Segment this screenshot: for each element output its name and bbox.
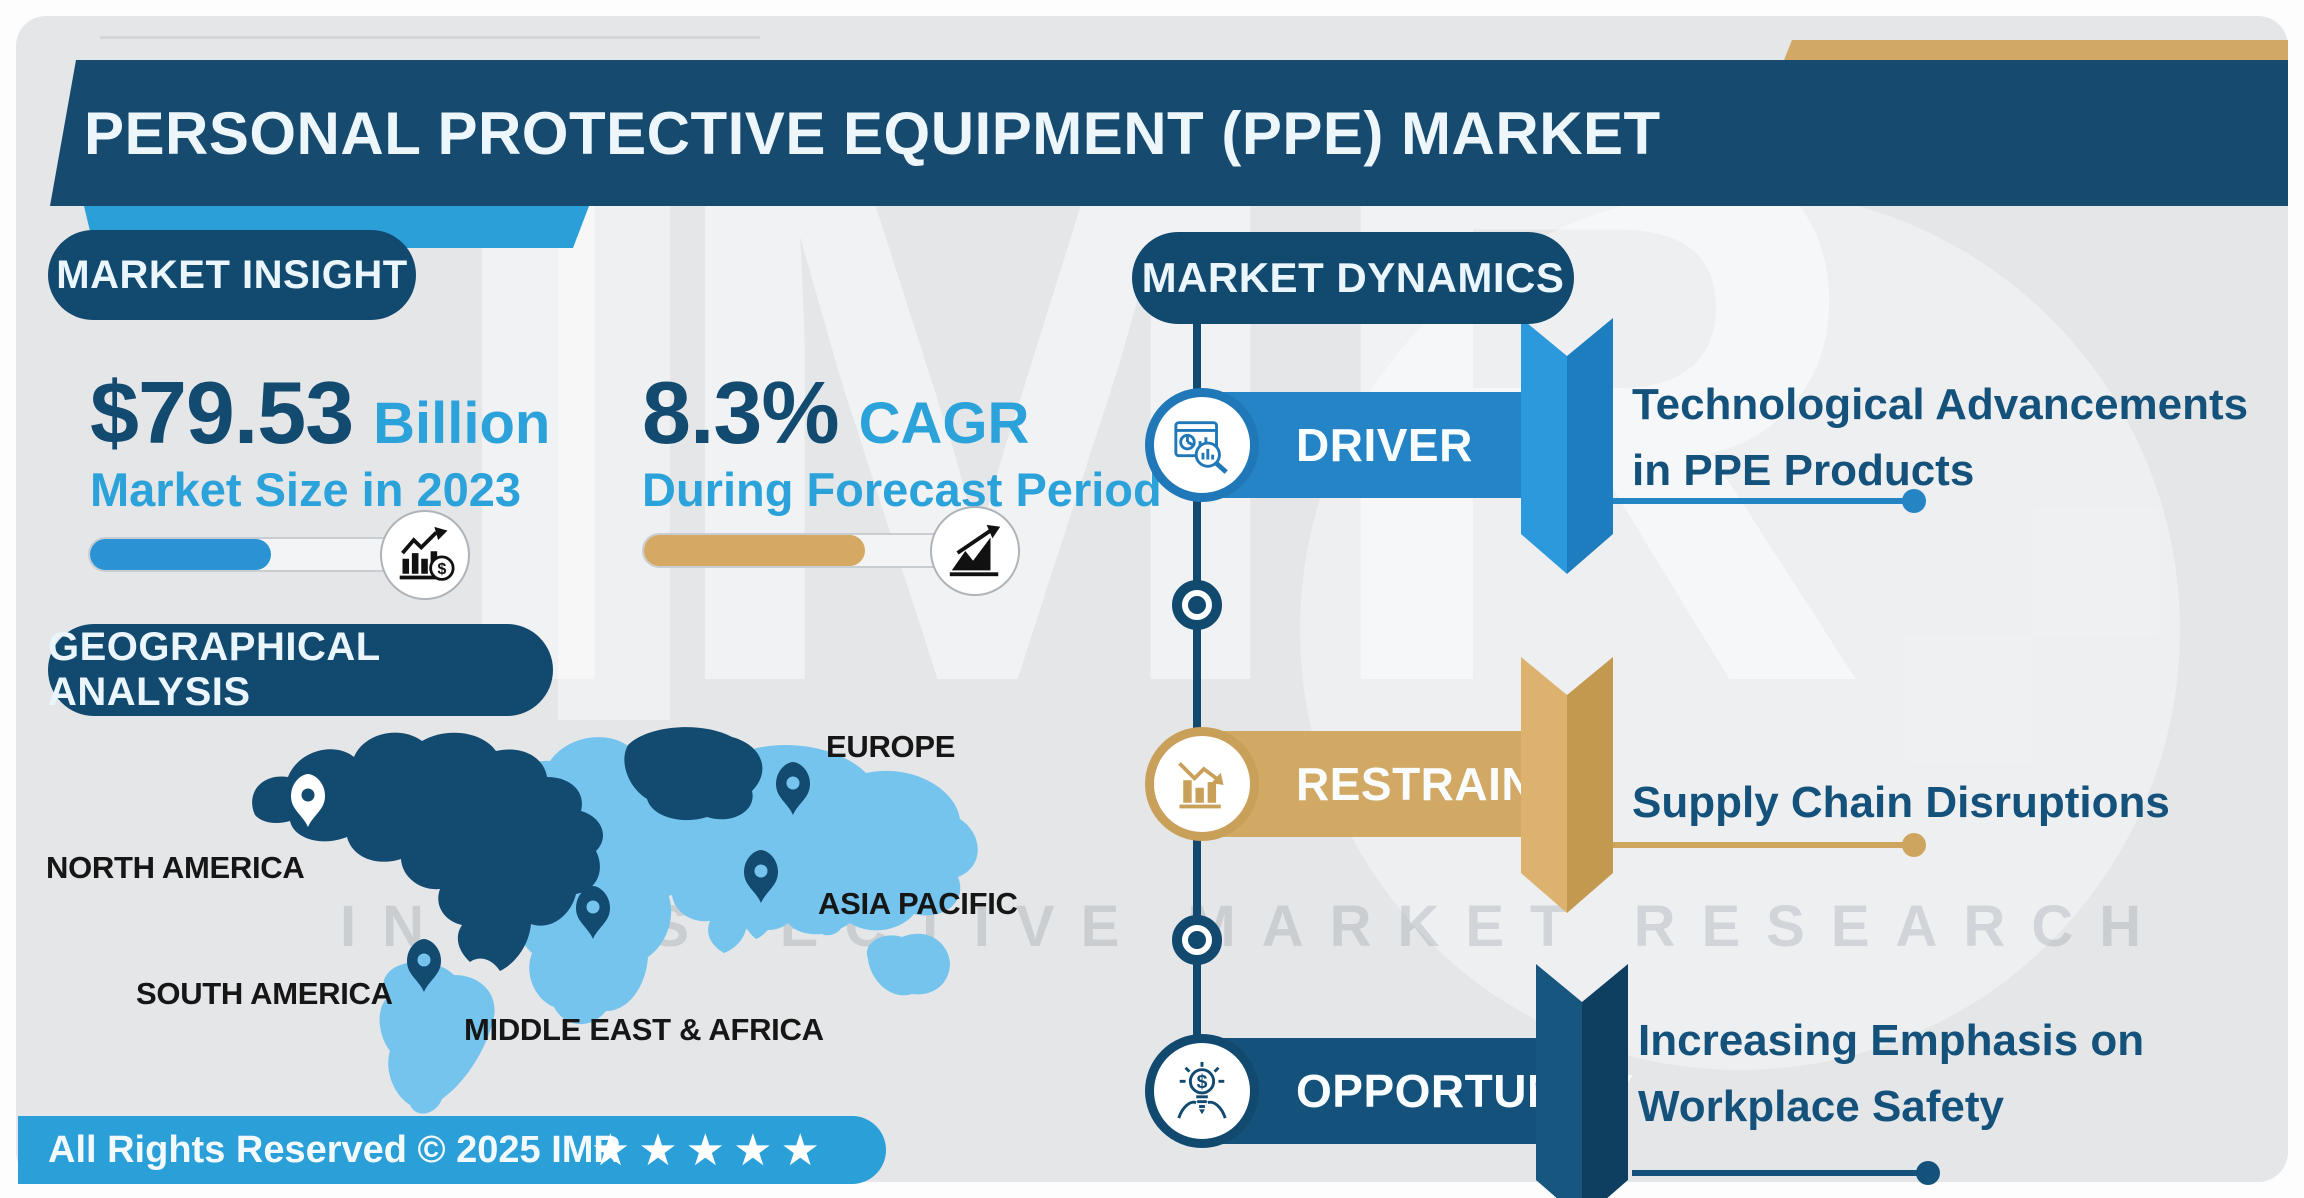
cagr-caption: During Forecast Period — [642, 463, 1162, 516]
label-north-america: NORTH AMERICA — [46, 850, 305, 885]
background-column-decor — [558, 150, 670, 720]
growth-trend-icon — [949, 524, 1001, 577]
timeline-line — [1193, 300, 1201, 1095]
restraint-label: RESTRAINT — [1296, 758, 1564, 810]
driver-connector-line — [1612, 498, 1910, 504]
top-hairline — [100, 36, 760, 39]
map-pin-africa — [576, 886, 610, 939]
map-pin-europe — [776, 762, 810, 815]
restraint-ribbon-arrow — [1521, 657, 1613, 913]
page-title: PERSONAL PROTECTIVE EQUIPMENT (PPE) MARK… — [84, 99, 1661, 167]
timeline-node-1 — [1172, 580, 1222, 630]
label-europe: EUROPE — [826, 729, 956, 764]
opportunity-connector-line — [1632, 1170, 1924, 1176]
declining-chart-icon — [1178, 762, 1224, 809]
opportunity-connector-dot — [1916, 1161, 1940, 1185]
footer-bar: All Rights Reserved © 2025 IMR ★★★★★ — [18, 1116, 886, 1184]
driver-icon-badge — [1145, 388, 1259, 502]
svg-text:$: $ — [1197, 1071, 1208, 1093]
cagr-stat: 8.3% CAGR — [642, 362, 1029, 464]
opportunity-icon-badge: $ — [1145, 1034, 1259, 1148]
driver-text: Technological Advancements in PPE Produc… — [1632, 380, 2249, 495]
cagr-icon-badge — [930, 506, 1020, 596]
label-south-america: SOUTH AMERICA — [136, 976, 393, 1011]
bar-chart-dollar-icon: $ — [399, 526, 455, 581]
timeline-node-dot — [1188, 596, 1206, 614]
analytics-magnifier-icon — [1174, 421, 1228, 474]
restraint-connector-dot — [1902, 833, 1926, 857]
market-size-stat: $79.53 Billion — [90, 362, 550, 464]
market-dynamics-heading: MARKET DYNAMICS — [1132, 232, 1574, 324]
background-circle-decor — [1300, 190, 2180, 1070]
continent-eurasia — [505, 731, 978, 953]
continent-north-america — [252, 732, 604, 971]
timeline-node-2 — [1172, 915, 1222, 965]
opportunity-text: Increasing Emphasis on Workplace Safety — [1638, 1016, 2145, 1131]
map-pin-south-america — [407, 939, 441, 992]
driver-connector-dot — [1902, 489, 1926, 513]
cagr-unit: CAGR — [858, 391, 1030, 456]
copyright-text: All Rights Reserved © 2025 IMR — [48, 1128, 621, 1171]
geographical-analysis-heading: GEOGRAPHICAL ANALYSIS — [48, 624, 553, 716]
continent-australia — [866, 933, 950, 996]
market-size-caption: Market Size in 2023 — [90, 463, 522, 516]
cagr-progress-fill — [644, 535, 865, 566]
market-insight-heading: MARKET INSIGHT — [48, 230, 416, 320]
idea-bulb-dollar-icon: $ — [1177, 1061, 1227, 1119]
continent-greenland — [624, 727, 763, 821]
map-pin-north-america — [291, 774, 325, 827]
star-rating: ★★★★★ — [590, 1125, 828, 1175]
market-size-value: $79.53 — [90, 363, 354, 462]
continent-se-asia — [805, 892, 845, 936]
map-pin-asia-pacific — [744, 850, 778, 903]
market-size-progress-fill — [90, 539, 272, 570]
restraint-icon-badge — [1145, 727, 1259, 841]
timeline-node-dot — [1188, 931, 1206, 949]
world-map — [252, 727, 978, 1114]
cagr-value: 8.3% — [642, 363, 840, 462]
title-banner: PERSONAL PROTECTIVE EQUIPMENT (PPE) MARK… — [50, 60, 2288, 206]
restraint-connector-line — [1612, 842, 1910, 848]
restraint-text: Supply Chain Disruptions — [1632, 778, 2170, 827]
continent-south-america — [379, 961, 495, 1114]
market-size-icon-badge: $ — [380, 510, 470, 600]
label-asia-pacific: ASIA PACIFIC — [818, 886, 1018, 921]
market-size-unit: Billion — [373, 391, 551, 456]
opportunity-ribbon-arrow — [1536, 964, 1628, 1198]
driver-label: DRIVER — [1296, 419, 1473, 471]
continent-india — [737, 873, 783, 939]
label-middle-east-africa: MIDDLE EAST & AFRICA — [464, 1012, 824, 1047]
driver-ribbon-arrow — [1521, 318, 1613, 574]
svg-text:$: $ — [437, 561, 446, 578]
restraint-bar: RESTRAINT — [1196, 731, 1563, 837]
